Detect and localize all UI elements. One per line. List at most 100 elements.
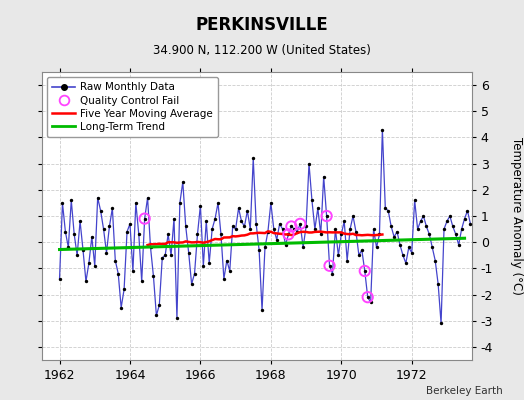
Point [164,231,172,238]
Point [463,208,472,214]
Point [396,242,404,248]
Point [316,231,325,238]
Point [179,179,187,185]
Point [466,221,475,227]
Point [184,250,193,256]
Point [410,197,419,204]
Point [364,294,372,300]
Point [232,226,240,232]
Point [413,226,422,232]
Point [105,223,114,230]
Point [181,223,190,230]
Point [361,268,369,274]
Point [58,200,67,206]
Point [302,223,310,230]
Point [384,208,392,214]
Point [199,262,208,269]
Point [346,226,354,232]
Point [167,252,175,258]
Point [111,257,119,264]
Point [208,226,216,232]
Point [308,197,316,204]
Point [325,262,334,269]
Point [240,223,248,230]
Point [296,221,304,227]
Point [340,218,348,224]
Point [79,247,87,253]
Point [73,252,81,258]
Point [322,213,331,219]
Point [443,218,451,224]
Point [290,226,299,232]
Point [149,273,158,280]
Point [132,200,140,206]
Point [246,226,255,232]
Point [85,260,93,266]
Point [140,216,149,222]
Point [381,205,389,211]
Point [88,234,96,240]
Point [334,252,343,258]
Point [135,231,143,238]
Point [56,276,64,282]
Point [452,231,460,238]
Point [272,236,281,243]
Point [108,205,116,211]
Point [190,270,199,277]
Point [76,218,84,224]
Point [284,231,292,238]
Point [114,270,123,277]
Point [237,218,246,224]
Y-axis label: Temperature Anomaly (°C): Temperature Anomaly (°C) [510,137,522,295]
Point [120,286,128,292]
Point [440,226,448,232]
Point [358,247,366,253]
Point [152,312,160,319]
Point [70,231,79,238]
Point [267,200,275,206]
Point [234,205,243,211]
Point [287,223,296,230]
Point [249,155,257,162]
Point [343,257,352,264]
Point [170,216,178,222]
Point [258,307,266,314]
Point [243,208,252,214]
Point [67,197,75,204]
Point [331,226,340,232]
Point [296,221,304,227]
Point [158,255,167,261]
Point [117,304,125,311]
Point [287,223,296,230]
Point [364,294,372,300]
Point [408,250,416,256]
Point [329,270,337,277]
Point [255,247,263,253]
Point [193,231,202,238]
Point [155,302,163,308]
Point [405,244,413,251]
Point [461,216,469,222]
Point [126,221,134,227]
Point [320,174,328,180]
Point [373,244,381,251]
Point [211,216,219,222]
Point [314,205,322,211]
Point [431,257,440,264]
Point [144,194,152,201]
Point [305,160,313,167]
Point [276,221,284,227]
Point [449,223,457,230]
Point [437,320,445,326]
Point [140,216,149,222]
Point [82,278,90,285]
Point [419,213,428,219]
Point [188,281,196,287]
Point [399,252,407,258]
Point [311,226,319,232]
Point [375,231,384,238]
Point [352,228,360,235]
Point [457,226,466,232]
Point [325,262,334,269]
Point [173,315,181,321]
